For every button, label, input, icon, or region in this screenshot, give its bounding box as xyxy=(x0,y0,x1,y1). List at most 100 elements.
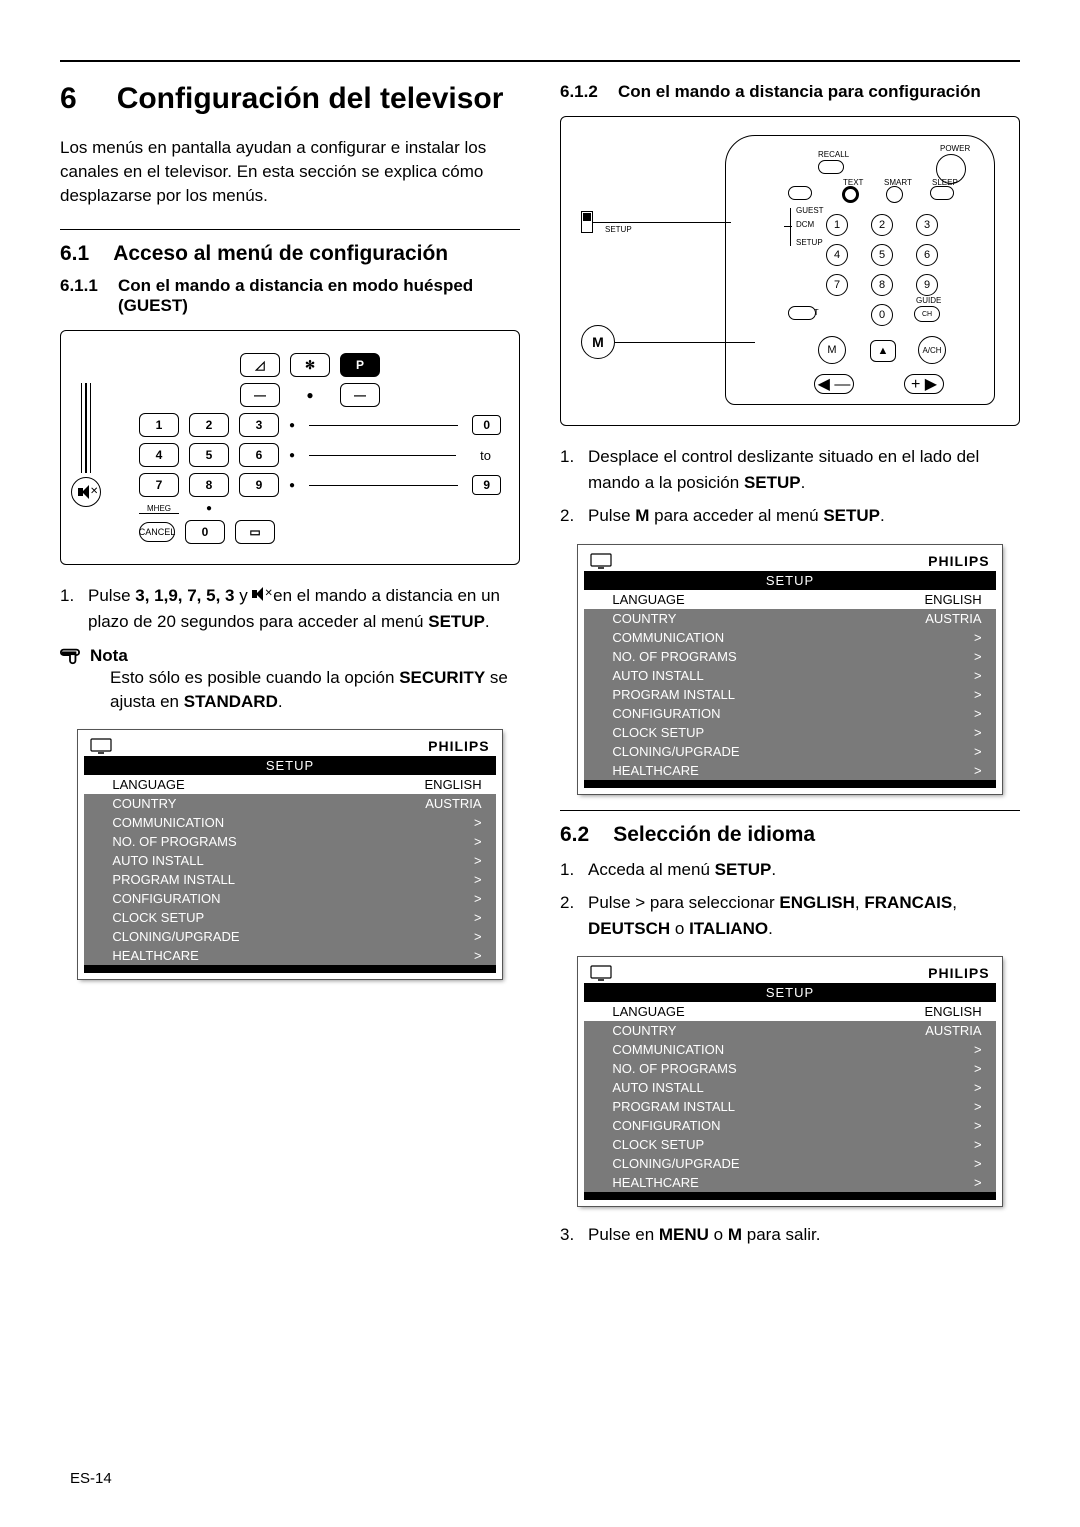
menu-row: HEALTHCARE> xyxy=(84,946,495,965)
t: Pulse xyxy=(88,586,135,605)
menu-footer-bar xyxy=(584,1192,995,1200)
section-title: Selección de idioma xyxy=(613,823,815,847)
t: M xyxy=(635,506,649,525)
subsection-num: 6.1.2 xyxy=(560,82,606,102)
menu-row-label: CLOCK SETUP xyxy=(112,910,204,925)
remote-key: — xyxy=(340,383,380,407)
menu-row: PROGRAM INSTALL> xyxy=(584,1097,995,1116)
side-label-to: to xyxy=(470,446,501,465)
menu-row-value: > xyxy=(974,1118,982,1133)
menu-row-value: > xyxy=(974,668,982,683)
menu-row: COMMUNICATION> xyxy=(84,813,495,832)
step-number: 2. xyxy=(560,503,578,529)
menu-row: AUTO INSTALL> xyxy=(84,851,495,870)
two-column-layout: 6 Configuración del televisor Los menús … xyxy=(60,82,1020,1256)
menu-row: CLONING/UPGRADE> xyxy=(584,1154,995,1173)
menu-row-label: AUTO INSTALL xyxy=(612,668,703,683)
menu-row-label: AUTO INSTALL xyxy=(612,1080,703,1095)
menu-row: NO. OF PROGRAMS> xyxy=(84,832,495,851)
menu-row: LANGUAGEENGLISH xyxy=(584,1002,995,1021)
side-label-0: 0 xyxy=(472,415,501,435)
menu-row-label: CLOCK SETUP xyxy=(612,725,704,740)
menu-row-value: > xyxy=(474,834,482,849)
t: ITALIANO xyxy=(689,919,768,938)
menu-row: HEALTHCARE> xyxy=(584,761,995,780)
step-text: Pulse en MENU o M para salir. xyxy=(588,1222,820,1248)
lbl: SETUP xyxy=(796,238,823,247)
rule xyxy=(60,229,520,230)
menu-row-label: CLONING/UPGRADE xyxy=(112,929,239,944)
key-icon xyxy=(818,160,844,174)
remote-key: — xyxy=(240,383,280,407)
menu-row-value: > xyxy=(974,706,982,721)
menu-row-label: COUNTRY xyxy=(112,796,176,811)
menu-row-label: CONFIGURATION xyxy=(612,706,720,721)
t: para salir. xyxy=(742,1225,820,1244)
menu-row-label: CLOCK SETUP xyxy=(612,1137,704,1152)
step-number: 1. xyxy=(560,444,578,495)
t: o xyxy=(670,919,689,938)
menu-row: NO. OF PROGRAMS> xyxy=(584,647,995,666)
mheg-label: MHEG xyxy=(139,504,179,514)
menu-row-value: ENGLISH xyxy=(425,777,482,792)
brand-label: PHILIPS xyxy=(928,965,989,981)
lbl: DCM xyxy=(796,220,814,229)
key-icon: 2 xyxy=(871,214,893,236)
tv-icon xyxy=(590,553,612,569)
menu-row-value: > xyxy=(974,763,982,778)
menu-rows: LANGUAGEENGLISHCOUNTRYAUSTRIACOMMUNICATI… xyxy=(84,775,495,965)
subsection-6-1-1: 6.1.1 Con el mando a distancia en modo h… xyxy=(60,276,520,316)
menu-row-label: COUNTRY xyxy=(612,611,676,626)
t: SETUP xyxy=(428,612,485,631)
brand-label: PHILIPS xyxy=(428,738,489,754)
key-icon: 6 xyxy=(916,244,938,266)
key-icon: 0 xyxy=(871,304,893,326)
menu-row-value: > xyxy=(474,853,482,868)
setup-menu-screenshot: PHILIPS SETUP LANGUAGEENGLISHCOUNTRYAUST… xyxy=(578,957,1001,1206)
section-num: 6.1 xyxy=(60,242,89,266)
key-icon: 9 xyxy=(916,274,938,296)
t: SETUP xyxy=(823,506,880,525)
setup-menu-screenshot: PHILIPS SETUP LANGUAGEENGLISHCOUNTRYAUST… xyxy=(78,730,501,979)
step-text: Pulse 3, 1,9, 7, 5, 3 y ✕ en el mando a … xyxy=(88,583,520,634)
left-column: 6 Configuración del televisor Los menús … xyxy=(60,82,520,1256)
t: M xyxy=(728,1225,742,1244)
remote-body-outline: RECALL POWER CC TEXT SMART SLEEP GUEST D… xyxy=(725,135,995,405)
step-text: Acceda al menú SETUP. xyxy=(588,857,776,883)
t: 3, 1,9, 7, 5, 3 xyxy=(135,586,234,605)
section-6-1: 6.1 Acceso al menú de configuración xyxy=(60,242,520,266)
chapter-number: 6 xyxy=(60,82,77,116)
menu-row-value: > xyxy=(974,744,982,759)
step-text: Pulse > para seleccionar ENGLISH, FRANCA… xyxy=(588,890,1020,941)
menu-row-label: NO. OF PROGRAMS xyxy=(612,1061,736,1076)
bracket-line xyxy=(790,208,791,246)
tv-icon xyxy=(590,965,612,981)
rule xyxy=(560,810,1020,811)
guest-remote-diagram: ✕ ◿ ✻ P — ● — 1 2 3 ● 0 xyxy=(60,330,520,565)
up-key-icon: ▲ xyxy=(870,340,896,362)
tv-icon xyxy=(90,738,112,754)
menu-row: AUTO INSTALL> xyxy=(584,1078,995,1097)
menu-row: COMMUNICATION> xyxy=(584,628,995,647)
remote-key-1: 1 xyxy=(139,413,179,437)
menu-title: SETUP xyxy=(584,983,995,1002)
t: SECURITY xyxy=(399,668,485,687)
menu-row-label: NO. OF PROGRAMS xyxy=(612,649,736,664)
menu-row: LANGUAGEENGLISH xyxy=(584,590,995,609)
remote-key-8: 8 xyxy=(189,473,229,497)
step-3: 3. Pulse en MENU o M para salir. xyxy=(560,1222,1020,1248)
remote-key-0: 0 xyxy=(185,520,225,544)
chapter-title: 6 Configuración del televisor xyxy=(60,82,520,116)
step-1: 1. Acceda al menú SETUP. xyxy=(560,857,1020,883)
subsection-title: Con el mando a distancia para configurac… xyxy=(618,82,981,102)
lbl: GUIDE xyxy=(916,296,941,305)
key-icon: 8 xyxy=(871,274,893,296)
t: DEUTSCH xyxy=(588,919,670,938)
remote-key: P xyxy=(340,353,380,377)
key-icon: 3 xyxy=(916,214,938,236)
remote-key-7: 7 xyxy=(139,473,179,497)
mode-switch-icon xyxy=(581,211,593,233)
t: MENU xyxy=(659,1225,709,1244)
menu-row-label: COUNTRY xyxy=(612,1023,676,1038)
remote-key-2: 2 xyxy=(189,413,229,437)
